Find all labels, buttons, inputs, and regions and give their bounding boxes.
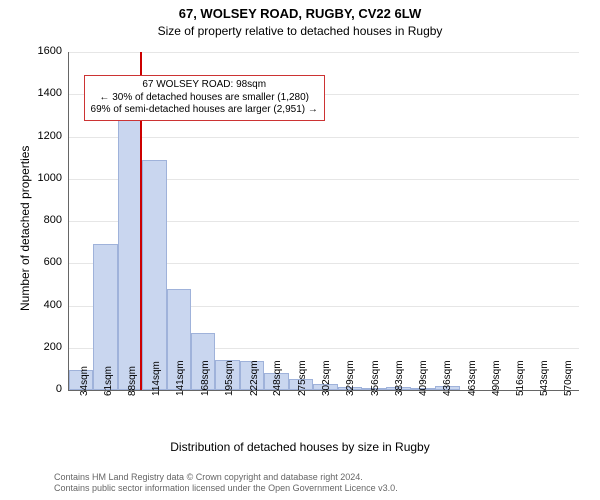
y-tick-label: 1400 [24, 87, 62, 99]
marker-callout: 67 WOLSEY ROAD: 98sqm ← 30% of detached … [84, 75, 325, 121]
footer-line-2: Contains public sector information licen… [54, 483, 398, 494]
y-tick-label: 1200 [24, 130, 62, 142]
attribution-footer: Contains HM Land Registry data © Crown c… [54, 472, 398, 495]
y-tick-label: 200 [24, 341, 62, 353]
y-tick-label: 600 [24, 256, 62, 268]
y-tick-label: 0 [24, 383, 62, 395]
gridline [69, 52, 579, 53]
histogram-bar [142, 160, 166, 390]
callout-line-1: 67 WOLSEY ROAD: 98sqm [91, 79, 318, 92]
y-axis-label: Number of detached properties [18, 146, 32, 311]
y-tick-label: 400 [24, 299, 62, 311]
footer-line-1: Contains HM Land Registry data © Crown c… [54, 472, 398, 483]
chart-container: 67, WOLSEY ROAD, RUGBY, CV22 6LW Size of… [0, 0, 600, 500]
x-axis-label: Distribution of detached houses by size … [0, 440, 600, 454]
callout-line-3: 69% of semi-detached houses are larger (… [91, 104, 318, 117]
y-tick-label: 1000 [24, 172, 62, 184]
chart-title: 67, WOLSEY ROAD, RUGBY, CV22 6LW [0, 6, 600, 21]
callout-line-2: ← 30% of detached houses are smaller (1,… [91, 92, 318, 105]
y-tick-label: 800 [24, 214, 62, 226]
chart-subtitle: Size of property relative to detached ho… [0, 24, 600, 38]
gridline [69, 137, 579, 138]
y-tick-label: 1600 [24, 45, 62, 57]
